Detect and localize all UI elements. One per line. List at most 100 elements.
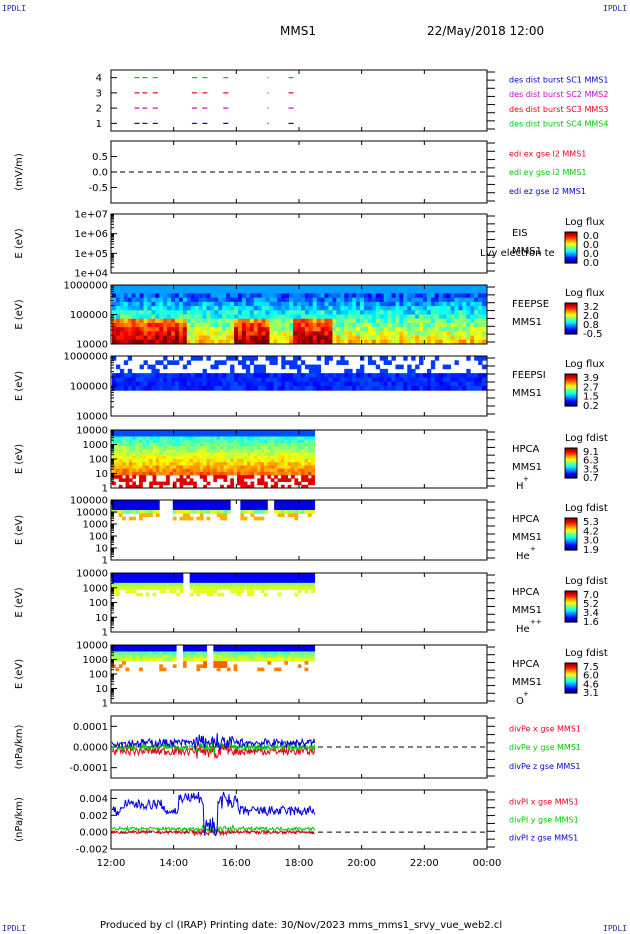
feepse-cell [186, 289, 192, 294]
hpca_he-cell [287, 506, 292, 511]
hpca_o-cell [223, 664, 228, 668]
hpca_he-cell [294, 503, 299, 508]
feepse-cell [241, 314, 247, 320]
feepse-instrument-label: FEEPSE [512, 299, 549, 310]
hpca_he-cell [122, 500, 126, 504]
feepse-cell [430, 327, 436, 332]
hpca_hepp-cell [199, 586, 204, 590]
feepse-cell [245, 289, 251, 294]
hpca_he-colorbar-cell [565, 538, 577, 540]
hpca_h-cell [307, 459, 312, 463]
feepsi-cell [466, 377, 471, 383]
hpca_hepp-cell [206, 592, 211, 597]
hpca_h-cell [172, 481, 177, 486]
hpca_h-cell [294, 471, 299, 476]
feepse-cell [190, 318, 196, 324]
feepsi-cell [320, 386, 325, 391]
hpca_o-cell [172, 651, 177, 656]
feepse-cell [367, 301, 373, 307]
feepsi-colorbar-cell [565, 395, 577, 397]
feepsi-cell [245, 386, 251, 391]
feepsi-cell [383, 381, 388, 387]
hpca_o-cell [220, 664, 224, 668]
feepse-cell [304, 289, 310, 294]
hpca_hepp-ylabel: E (eV) [14, 587, 25, 617]
feepse-cell [403, 335, 408, 341]
hpca_h-cell [199, 449, 204, 453]
feepsi-cell [277, 386, 282, 391]
eis-colorbar-cell [565, 241, 577, 243]
hpca_h-cell [243, 484, 248, 489]
hpca_h-cell [253, 430, 258, 434]
feepse-cell [478, 306, 483, 311]
hpca_h-cell [166, 439, 170, 444]
hpca_o-cell [311, 645, 316, 649]
feepse-cell [163, 297, 168, 303]
feepse-cell [411, 293, 416, 299]
feepse-cell [474, 285, 479, 290]
hpca_o-cell [135, 648, 140, 652]
feepsi-cell [474, 377, 479, 383]
hpca_hepp-cell [125, 589, 130, 594]
hpca_hepp-cell [179, 573, 184, 577]
hpca_h-cell [142, 439, 147, 444]
hpca_hepp-cell [267, 586, 272, 590]
hpca_o-cell [301, 651, 305, 656]
hpca_he-cell [139, 506, 143, 511]
hpca_hepp-colorbar-tick: 5.2 [583, 599, 599, 610]
feepse-cell [415, 335, 420, 341]
feepsi-colorbar-cell [565, 382, 577, 385]
hpca_o-cell [172, 664, 177, 668]
hpca_h-cell [186, 462, 191, 466]
feepse-cell [324, 310, 329, 315]
hpca_h-cell [196, 465, 201, 470]
hpca_h-cell [253, 442, 258, 447]
hpca_h-cell [223, 452, 228, 457]
hpca_h-cell [139, 462, 143, 466]
hpca_he-cell [274, 506, 278, 511]
hpca_o-cell [304, 657, 309, 662]
hpca_h-cell [182, 468, 187, 473]
hpca_hepp-cell [233, 582, 238, 587]
feepse-cell [387, 285, 392, 290]
feepse-cell [454, 310, 459, 315]
hpca_hepp-cell [128, 586, 133, 590]
feepsi-cell [438, 386, 444, 391]
hpca_h-cell [196, 471, 201, 476]
hpca_h-cell [253, 455, 258, 460]
feepsi-cell [257, 373, 262, 378]
feepse-cell [438, 310, 444, 315]
feepsi-colorbar-cell [565, 388, 577, 391]
hpca_o-cell [162, 654, 167, 659]
hpca_he-cell [294, 516, 299, 521]
feepse-cell [320, 314, 325, 320]
feepse-cell [159, 285, 164, 290]
feepse-cell [312, 310, 318, 315]
hpca_h-cell [182, 459, 187, 463]
hpca_o-colorbar-cell [565, 684, 577, 686]
hpca_he-cell [186, 513, 191, 518]
hpca_hepp-cell [216, 579, 221, 584]
feepsi-cell [300, 373, 306, 378]
hpca_hepp-colorbar-cell [565, 595, 577, 597]
feepse-cell [340, 318, 345, 324]
hpca_h-cell [257, 459, 262, 463]
hpca_h-cell [152, 455, 157, 460]
feepse-cell [415, 297, 420, 303]
hpca_hepp-cell [209, 573, 214, 577]
feepse-cell [115, 327, 121, 332]
feepsi-cell [446, 377, 451, 383]
hpca_he-cell [240, 506, 245, 511]
hpca_hepp-cell [253, 582, 258, 587]
hpca_o-cell [213, 661, 218, 665]
hpca_h-cell [301, 455, 305, 460]
feepsi-cell [226, 381, 231, 387]
feepse-cell [450, 285, 455, 290]
hpca_h-cell [166, 433, 170, 437]
feepse-cell [253, 297, 259, 303]
hpca_o-cell [203, 645, 207, 649]
hpca_he-cell [257, 516, 262, 521]
hpca_h-cell [149, 442, 153, 447]
hpca_hepp-cell [135, 586, 140, 590]
feepsi-cell [253, 386, 259, 391]
